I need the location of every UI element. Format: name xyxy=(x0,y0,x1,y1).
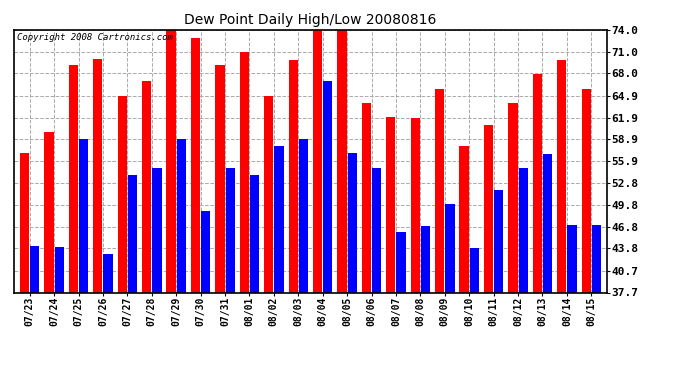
Bar xyxy=(69,65,78,375)
Bar xyxy=(191,38,200,375)
Bar xyxy=(239,53,249,375)
Bar xyxy=(592,225,601,375)
Bar xyxy=(557,60,566,375)
Bar xyxy=(226,168,235,375)
Bar xyxy=(275,146,284,375)
Text: Copyright 2008 Cartronics.com: Copyright 2008 Cartronics.com xyxy=(17,33,172,42)
Bar xyxy=(411,117,420,375)
Bar xyxy=(567,225,577,375)
Bar xyxy=(128,175,137,375)
Bar xyxy=(152,168,161,375)
Bar xyxy=(104,254,112,375)
Bar xyxy=(372,168,382,375)
Bar xyxy=(93,59,102,375)
Title: Dew Point Daily High/Low 20080816: Dew Point Daily High/Low 20080816 xyxy=(184,13,437,27)
Bar xyxy=(264,96,273,375)
Bar xyxy=(470,248,479,375)
Bar xyxy=(117,96,127,375)
Bar xyxy=(323,81,333,375)
Bar xyxy=(460,146,469,375)
Bar xyxy=(533,74,542,375)
Bar xyxy=(288,60,298,375)
Bar xyxy=(337,30,346,375)
Bar xyxy=(20,153,29,375)
Bar xyxy=(313,30,322,375)
Bar xyxy=(30,246,39,375)
Bar xyxy=(582,88,591,375)
Bar xyxy=(55,247,64,375)
Bar xyxy=(215,65,224,375)
Bar xyxy=(362,103,371,375)
Bar xyxy=(166,24,176,375)
Bar xyxy=(484,125,493,375)
Bar xyxy=(519,168,528,375)
Bar xyxy=(494,190,504,375)
Bar xyxy=(543,154,552,375)
Bar xyxy=(79,139,88,375)
Bar xyxy=(421,226,430,375)
Bar xyxy=(445,204,455,375)
Bar xyxy=(348,153,357,375)
Bar xyxy=(177,139,186,375)
Bar xyxy=(386,117,395,375)
Bar xyxy=(435,88,444,375)
Bar xyxy=(250,176,259,375)
Bar xyxy=(397,232,406,375)
Bar xyxy=(142,81,151,375)
Bar xyxy=(201,211,210,375)
Bar xyxy=(509,103,518,375)
Bar xyxy=(44,132,54,375)
Bar xyxy=(299,139,308,375)
